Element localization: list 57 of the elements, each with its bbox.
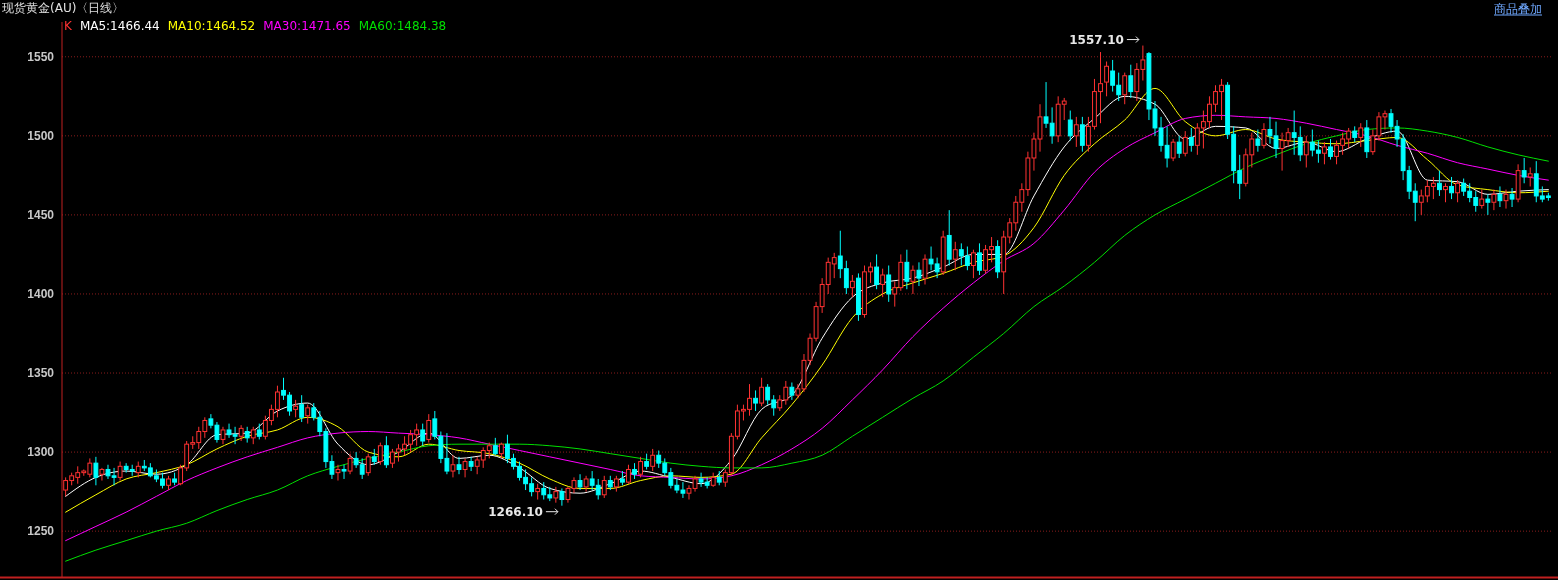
y-tick-label: 1500	[27, 129, 55, 144]
candlestick	[910, 265, 916, 295]
annotation: 1557.10	[1069, 32, 1124, 47]
candlestick	[462, 457, 468, 478]
candlestick	[383, 435, 389, 469]
candlestick	[117, 461, 123, 482]
candlestick	[1261, 122, 1267, 149]
candlestick	[1509, 187, 1515, 208]
candlestick	[1449, 176, 1454, 200]
y-tick-label: 1350	[27, 366, 55, 381]
candlestick	[583, 475, 589, 493]
text: MA60:1484.38	[358, 19, 447, 33]
candlestick	[1437, 170, 1442, 197]
candlestick	[916, 261, 922, 287]
candlestick	[468, 456, 474, 472]
candlestick	[922, 253, 928, 285]
y-tick-label: 1550	[27, 50, 55, 65]
candlestick	[1503, 189, 1509, 210]
text: MA5:1466.44	[79, 19, 160, 33]
y-tick-label: 1450	[27, 208, 55, 223]
candlestick	[1455, 179, 1461, 203]
text: 商品叠加	[1494, 2, 1542, 16]
candlestick	[789, 382, 795, 401]
candlestick	[995, 239, 1001, 279]
candlestick	[335, 464, 341, 482]
candlestick	[946, 209, 952, 266]
candlestick	[1255, 129, 1261, 153]
text: MA10:1464.52	[167, 19, 256, 33]
candlestick	[856, 272, 861, 322]
candlestick	[1491, 189, 1497, 211]
candlestick	[1497, 185, 1503, 208]
y-tick-label: 1400	[27, 287, 55, 302]
candlestick	[99, 467, 105, 482]
candlestick	[1170, 138, 1176, 162]
text: K	[64, 19, 73, 33]
candlestick	[456, 456, 462, 475]
annotation: 1266.10	[488, 504, 543, 519]
candlestick	[559, 487, 565, 507]
candlestick	[220, 426, 226, 445]
candlestick	[577, 473, 583, 491]
candlestick	[450, 454, 456, 478]
candlestick	[238, 424, 244, 442]
candlestick	[426, 413, 432, 444]
candlestick	[1188, 127, 1194, 153]
y-tick-label: 1250	[27, 524, 55, 539]
chart-title: 现货黄金(AU)〈日线〉	[2, 1, 125, 15]
candlestick	[341, 464, 347, 480]
candlestick	[1128, 64, 1134, 99]
candlestick	[1303, 135, 1309, 168]
y-tick-label: 1300	[27, 445, 55, 460]
candlestick	[1443, 182, 1448, 203]
candlestick	[1515, 163, 1521, 203]
candlestick	[904, 249, 910, 290]
text: MA30:1471.65	[263, 19, 351, 33]
candlestick	[93, 456, 99, 486]
candlestick	[347, 453, 353, 475]
candlestick	[849, 274, 855, 298]
